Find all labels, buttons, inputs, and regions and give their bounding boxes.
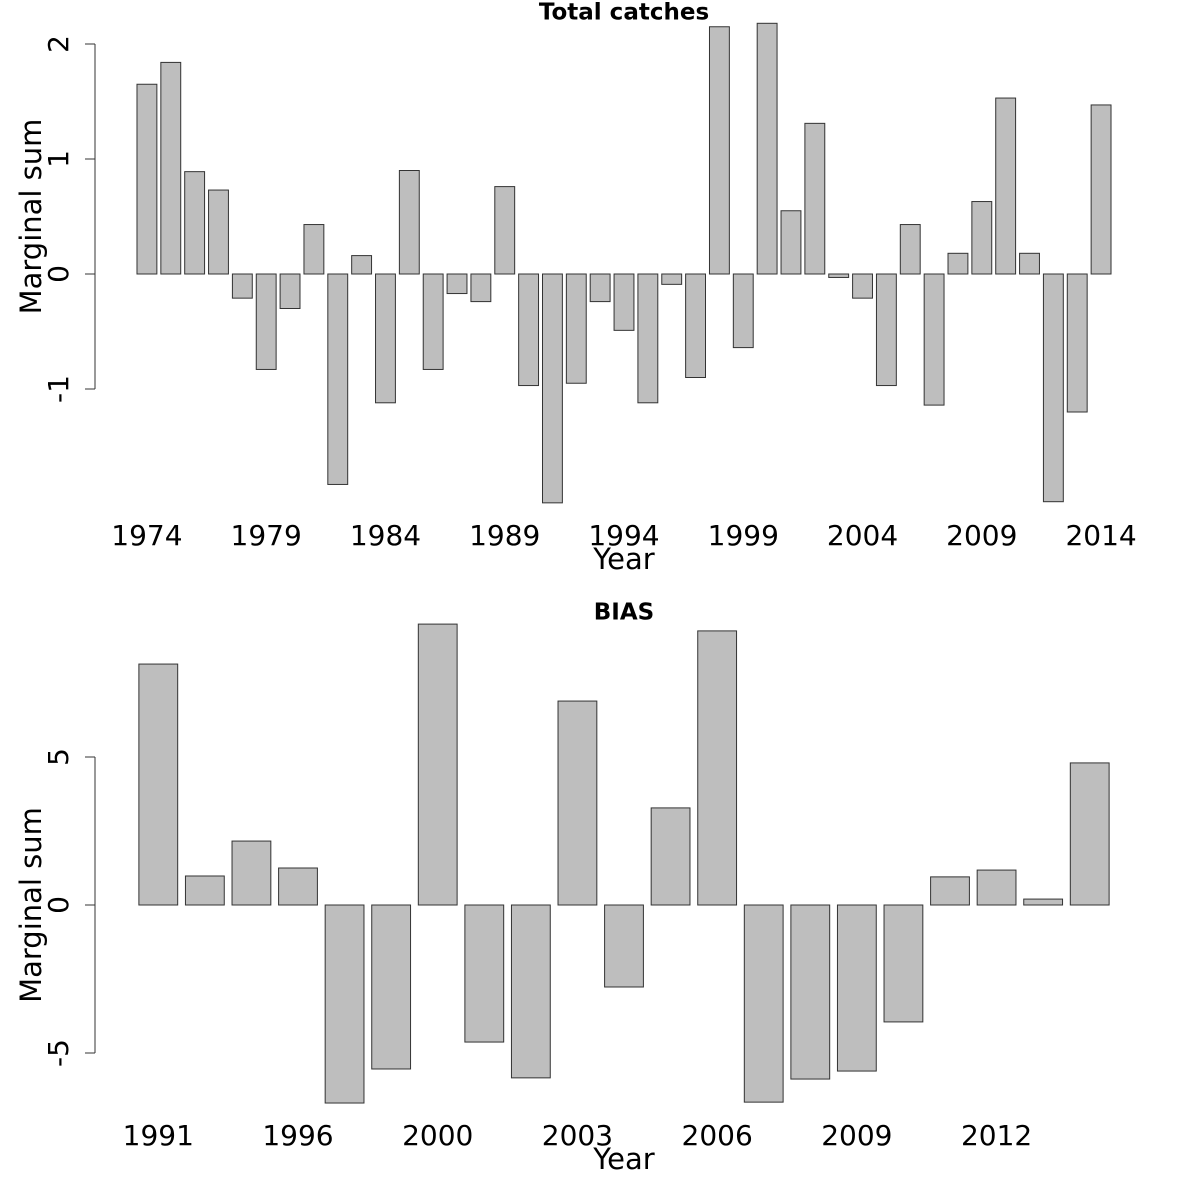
y-tick-label: 0 (42, 265, 75, 283)
bar (1090, 104, 1112, 275)
x-tick-label: 1974 (111, 519, 182, 552)
bar (231, 840, 272, 906)
bar (780, 210, 802, 275)
chart-title: Total catches (539, 0, 709, 26)
bar (470, 273, 492, 303)
bar (708, 26, 730, 275)
bar (976, 869, 1017, 906)
x-tick-label: 2000 (402, 1119, 473, 1152)
bar (1019, 252, 1040, 275)
bar (136, 83, 158, 275)
bar (1023, 898, 1064, 906)
bar (685, 273, 706, 378)
bar (279, 273, 301, 309)
bar (1042, 273, 1064, 503)
x-tick-label: 1984 (350, 519, 421, 552)
bar (756, 22, 778, 275)
bar (371, 904, 412, 1070)
bar (732, 273, 754, 349)
y-tick-label: 0 (42, 896, 75, 914)
bar (930, 876, 970, 906)
x-tick-label: 2014 (1065, 519, 1136, 552)
bar (743, 904, 784, 1103)
bar (303, 224, 325, 275)
x-axis-label: Year (592, 1142, 654, 1176)
bar (836, 904, 877, 1072)
x-tick-label: 2009 (946, 519, 1017, 552)
bar (324, 904, 365, 1104)
bar (464, 904, 505, 1043)
bar (557, 700, 598, 906)
bar (1066, 273, 1088, 413)
bar (231, 273, 253, 299)
bar (790, 904, 831, 1080)
bar (422, 273, 444, 370)
bar (1069, 762, 1110, 906)
bar (875, 273, 897, 387)
x-tick-label: 1991 (123, 1119, 194, 1152)
bar (510, 904, 551, 1079)
bar (255, 273, 277, 370)
x-tick-label: 2012 (961, 1119, 1032, 1152)
bar (184, 875, 225, 906)
bar (542, 273, 563, 504)
bar (947, 252, 969, 275)
bar (494, 186, 516, 275)
x-tick-label: 1979 (231, 519, 302, 552)
x-tick-label: 2006 (682, 1119, 753, 1152)
bar (637, 273, 659, 404)
y-tick-label: 2 (42, 35, 75, 53)
bar (613, 273, 635, 331)
x-tick-label: 1999 (708, 519, 779, 552)
bar (589, 273, 611, 303)
bar (923, 273, 945, 406)
chart-title: BIAS (594, 600, 654, 626)
y-tick-label: -1 (42, 375, 75, 403)
bar (971, 201, 993, 275)
bar (375, 273, 396, 404)
bar (398, 170, 420, 275)
bar (804, 122, 826, 275)
x-tick-label: 1996 (262, 1119, 333, 1152)
x-tick-label: 1989 (469, 519, 540, 552)
bar (995, 97, 1017, 275)
x-tick-label: 2003 (542, 1119, 613, 1152)
bar (138, 663, 179, 906)
bar (565, 273, 587, 384)
bar (883, 904, 924, 1023)
y-axis-label: Marginal sum (14, 807, 48, 1003)
y-axis-label: Marginal sum (14, 119, 48, 315)
bar (852, 273, 873, 299)
bar (208, 189, 229, 275)
bar (828, 273, 850, 278)
x-tick-label: 2004 (827, 519, 898, 552)
y-tick-label: -5 (42, 1039, 75, 1067)
x-tick-label: 1994 (588, 519, 659, 552)
bar (351, 255, 373, 275)
bar (446, 273, 468, 295)
bar (184, 171, 206, 275)
x-tick-label: 2009 (821, 1119, 892, 1152)
bar (697, 630, 738, 906)
bar (327, 273, 349, 485)
bar (650, 807, 691, 906)
y-tick-label: 1 (42, 150, 75, 168)
bar (661, 273, 683, 285)
y-tick-label: 5 (42, 748, 75, 766)
bar (160, 61, 182, 275)
bar (417, 623, 458, 906)
bar (899, 224, 921, 275)
bar (604, 904, 644, 988)
bar (278, 867, 318, 906)
bar (518, 273, 540, 387)
x-axis-label: Year (592, 542, 654, 576)
